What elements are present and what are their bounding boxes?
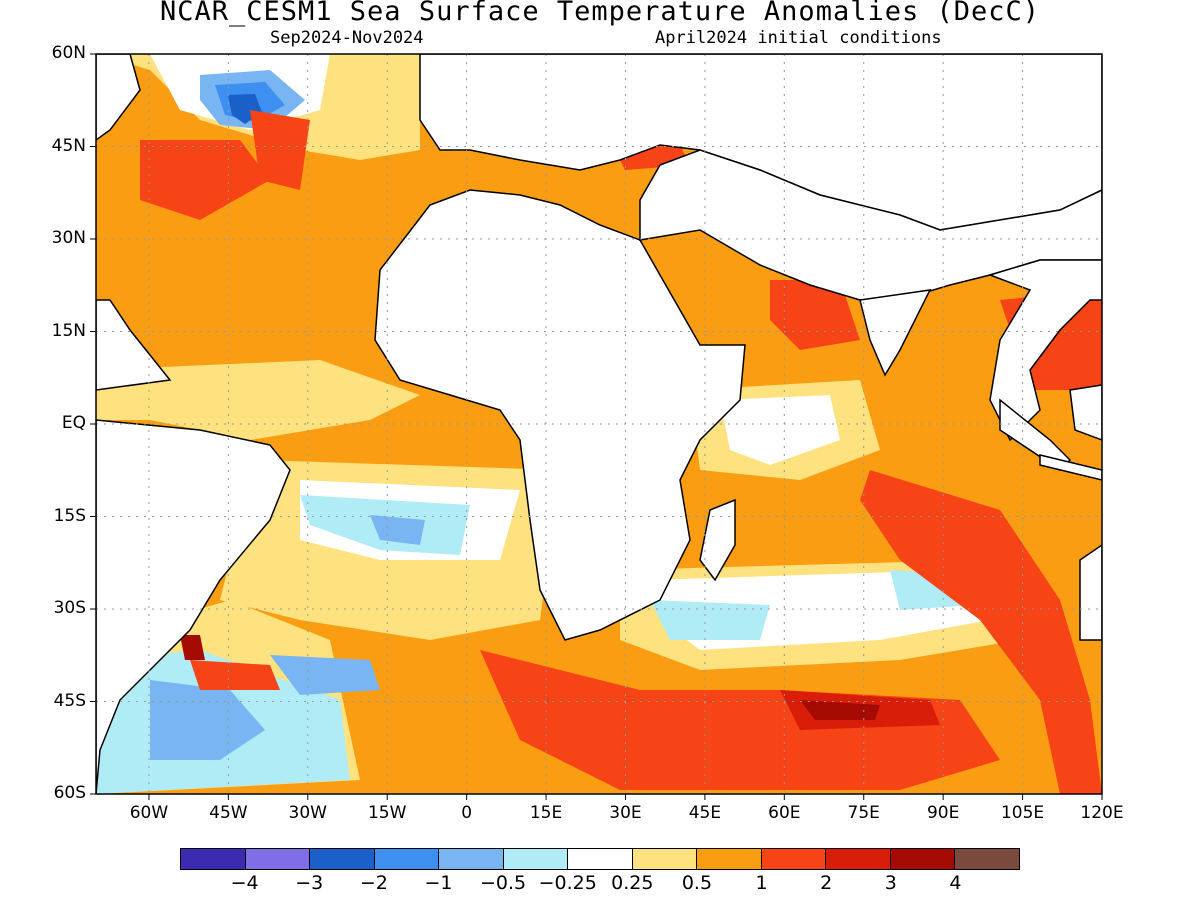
colorbar-label: −3 bbox=[295, 872, 324, 894]
initial-conditions: April2024 initial conditions bbox=[655, 28, 942, 48]
lon-label: 45W bbox=[209, 803, 248, 823]
lon-label: 90E bbox=[926, 803, 960, 823]
colorbar-swatch bbox=[310, 849, 375, 869]
lon-label: 15E bbox=[529, 803, 563, 823]
colorbar-swatch bbox=[181, 849, 246, 869]
lon-label: 45E bbox=[688, 803, 722, 823]
lon-label: 60W bbox=[129, 803, 169, 823]
colorbar-swatch bbox=[761, 849, 827, 869]
colorbar-swatch bbox=[503, 849, 569, 869]
colorbar-label: 0.5 bbox=[681, 872, 713, 894]
lon-label: 105E bbox=[1000, 803, 1045, 823]
lat-label: 60S bbox=[53, 783, 86, 803]
lon-label: 30E bbox=[609, 803, 642, 823]
colorbar-swatch bbox=[245, 849, 311, 869]
continents bbox=[96, 54, 1102, 794]
colorbar-label: −4 bbox=[230, 872, 259, 894]
colorbar-swatch bbox=[890, 849, 956, 869]
colorbar-swatch bbox=[374, 849, 440, 869]
lon-label: 0 bbox=[461, 803, 473, 823]
colorbar-label: −1 bbox=[424, 872, 453, 894]
lon-label: 60E bbox=[768, 803, 801, 823]
colorbar-swatch bbox=[439, 849, 504, 869]
graticule bbox=[96, 54, 1102, 794]
axis-ticks bbox=[90, 53, 1103, 800]
map-title: NCAR_CESM1 Sea Surface Temperature Anoma… bbox=[159, 0, 1041, 27]
colorbar bbox=[180, 848, 1020, 870]
colorbar-label: −2 bbox=[359, 872, 388, 894]
lat-label: EQ bbox=[61, 413, 86, 433]
colorbar-swatch bbox=[632, 849, 698, 869]
colorbar-label: 1 bbox=[755, 872, 768, 894]
lon-label: 75E bbox=[847, 803, 880, 823]
lat-label: 15S bbox=[53, 505, 86, 526]
colorbar-label: −0.5 bbox=[479, 872, 527, 894]
lon-label: 15W bbox=[367, 803, 407, 823]
lat-label: 45N bbox=[51, 135, 86, 156]
colorbar-label: 0.25 bbox=[611, 872, 654, 894]
forecast-period: Sep2024-Nov2024 bbox=[270, 28, 424, 48]
lat-label: 60N bbox=[51, 43, 86, 63]
colorbar-label: −0.25 bbox=[538, 872, 597, 894]
lon-label: 120E bbox=[1080, 803, 1124, 823]
colorbar-label: 3 bbox=[884, 872, 897, 894]
colorbar-swatch bbox=[955, 849, 1019, 869]
colorbar-swatch bbox=[826, 849, 891, 869]
lon-label: 30W bbox=[288, 803, 328, 823]
lat-label: 45S bbox=[53, 690, 86, 711]
colorbar-label: 2 bbox=[820, 872, 833, 894]
lat-label: 30S bbox=[53, 598, 86, 618]
colorbar-label: 4 bbox=[949, 872, 962, 894]
lat-label: 15N bbox=[51, 320, 86, 341]
colorbar-swatch bbox=[697, 849, 762, 869]
colorbar-swatch bbox=[568, 849, 633, 869]
lat-label: 30N bbox=[51, 228, 86, 248]
